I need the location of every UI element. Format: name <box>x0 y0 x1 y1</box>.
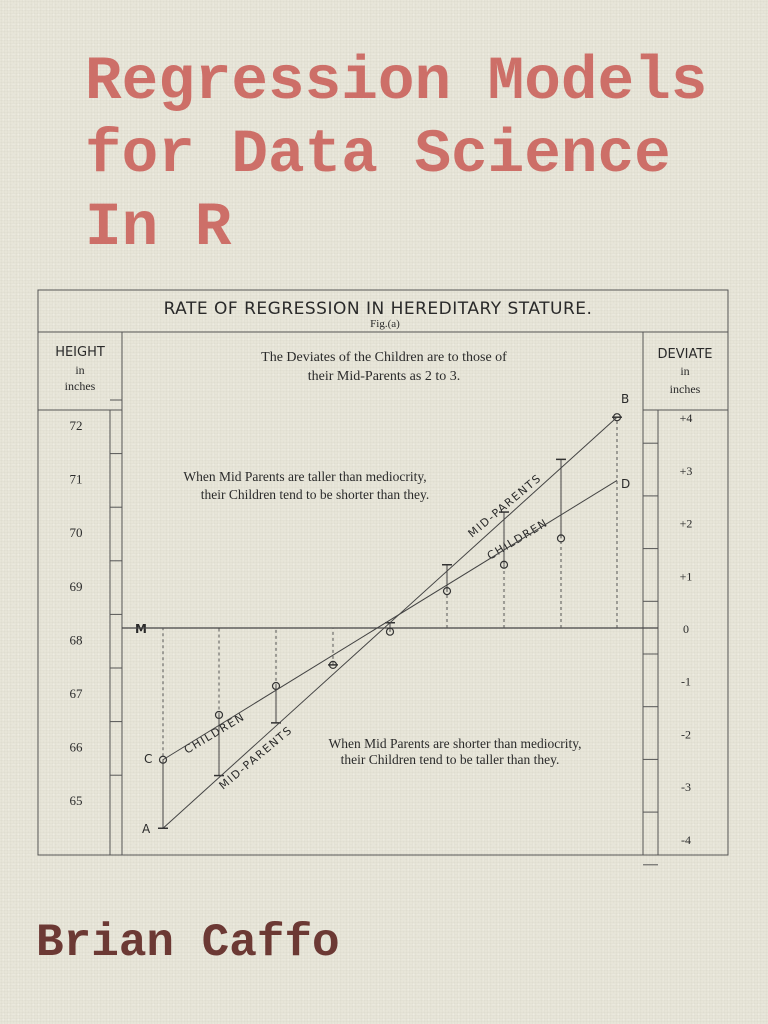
left-header-in: in <box>75 363 84 377</box>
figure-subtitle: Fig.(a) <box>370 318 400 330</box>
right-axis-tick-label: +3 <box>680 464 693 478</box>
line-label-children-lower: CHILDREN <box>182 710 248 756</box>
book-title-line-1: Regression Models <box>85 48 708 117</box>
child-mark <box>556 534 566 543</box>
plot-group <box>122 413 658 830</box>
right-axis-tick-label: -2 <box>681 727 691 741</box>
point-label-c: C <box>144 752 152 766</box>
caption-line-1: The Deviates of the Children are to thos… <box>261 350 507 365</box>
right-axis-tick-label: +4 <box>680 411 693 425</box>
note-upper-line-1: When Mid Parents are taller than mediocr… <box>183 469 426 484</box>
child-mark <box>271 681 281 691</box>
left-axis-tick-label: 70 <box>70 525 83 540</box>
left-axis-tick-label: 67 <box>70 686 84 701</box>
point-label-m: M <box>135 622 147 636</box>
child-mark <box>499 560 509 569</box>
right-axis-tick-label: -3 <box>681 780 691 794</box>
point-label-a: A <box>142 822 151 836</box>
left-axis-tick-label: 65 <box>70 793 83 808</box>
left-axis-tick-label: 68 <box>70 632 83 647</box>
right-axis-tick-label: -4 <box>681 833 691 847</box>
author-name: Brian Caffo <box>36 917 340 969</box>
right-header-unit: inches <box>670 382 701 396</box>
note-upper-line-2: their Children tend to be shorter than t… <box>201 487 430 502</box>
left-header-title: HEIGHT <box>55 345 105 360</box>
left-axis-tick-label: 66 <box>70 740 84 755</box>
book-title-line-2: for Data Science <box>85 121 671 190</box>
point-label-d: D <box>621 477 630 491</box>
caption-line-2: their Mid-Parents as 2 to 3. <box>308 369 460 384</box>
left-header-unit: inches <box>65 379 96 393</box>
right-axis-tick-label: +2 <box>680 517 693 531</box>
child-mark <box>612 413 622 422</box>
note-lower-line-2: their Children tend to be taller than th… <box>341 752 560 767</box>
right-header-title: DEVIATE <box>658 347 713 362</box>
figure-frame <box>37 289 729 856</box>
left-axis-tick-label: 69 <box>70 579 83 594</box>
child-mark <box>214 710 224 720</box>
note-lower-line-1: When Mid Parents are shorter than medioc… <box>329 736 582 751</box>
left-axis-tick-label: 71 <box>70 472 83 487</box>
right-header-in: in <box>680 364 689 378</box>
right-axis-tick-label: 0 <box>683 622 689 636</box>
child-mark <box>442 587 452 596</box>
axes-group: 72 71 70 69 68 67 66 65 +4 +3 +2 +1 0 -1 -2 -3 -4 <box>70 399 693 866</box>
mid-parents-line-ab <box>162 416 618 829</box>
child-mark <box>385 627 395 636</box>
line-label-mid-parents-lower: MID-PARENTS <box>217 723 296 792</box>
figure-title: RATE OF REGRESSION IN HEREDITARY STATURE… <box>164 299 593 319</box>
children-line-cd <box>162 480 618 761</box>
point-label-b: B <box>621 392 629 406</box>
right-axis-tick-label: +1 <box>680 569 693 583</box>
book-title-line-3: In R <box>85 194 232 263</box>
child-mark <box>328 660 338 669</box>
right-axis-tick-label: -1 <box>681 675 691 689</box>
left-axis-tick-label: 72 <box>70 418 83 433</box>
child-mark <box>158 755 168 764</box>
